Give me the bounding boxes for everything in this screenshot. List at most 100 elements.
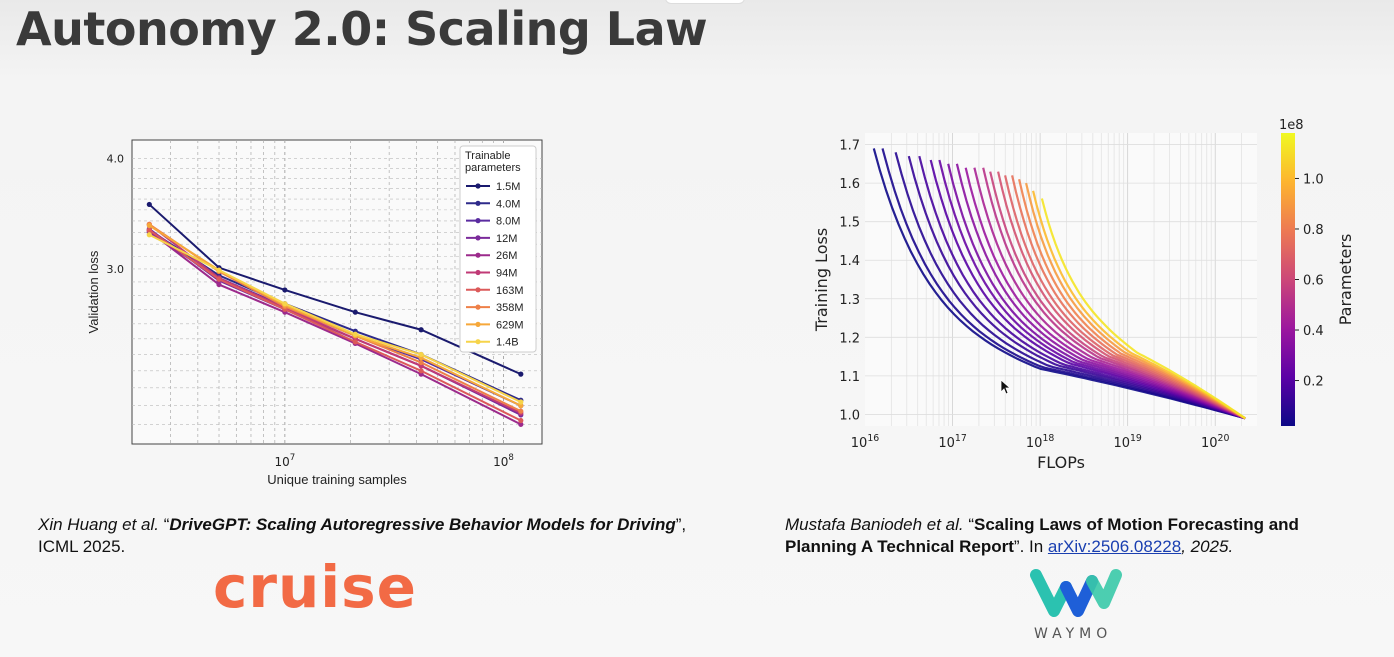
right-citation-year: , 2025. [1181,537,1234,556]
data-point [418,359,424,366]
data-point [418,351,424,358]
y-tick-label: 3.0 [107,263,125,276]
y-tick-label: 1.2 [839,331,860,346]
left-citation-title: DriveGPT: Scaling Autoregressive Behavio… [169,515,676,534]
legend-box [459,145,537,353]
cruise-scaling-chart: 107 108 3.0 4.0 Unique training samples Valid… [86,139,543,487]
data-point [352,339,358,345]
arxiv-link[interactable]: arXiv:2506.08228 [1047,537,1182,556]
legend-title: Trainable [465,150,510,162]
data-point [352,331,358,337]
x-tick-label: 1018 [1026,433,1054,451]
slide-title: Autonomy 2.0: Scaling Law [16,2,708,56]
data-point [518,421,524,427]
mouse-cursor-icon [1000,379,1012,395]
legend-marker [475,269,481,276]
legend-marker [475,235,481,241]
right-citation-authors: Mustafa Baniodeh et al. [785,515,964,534]
x-axis-label: FLOPs [1037,453,1085,472]
right-citation: Mustafa Baniodeh et al. “Scaling Laws of… [785,514,1355,558]
plot-area [865,133,1257,426]
x-tick-label: 1016 [851,433,879,451]
legend-label: 163M [496,285,524,297]
data-point [216,267,222,273]
cruise-logo: cruise [213,553,418,621]
y-tick-label: 1.6 [839,177,860,192]
series-line [148,229,522,422]
data-point [282,287,288,293]
colorbar-label: Parameters [1336,234,1355,326]
y-axis-label: Training Loss [812,228,831,332]
series-line [148,224,522,407]
waymo-scaling-chart: 1.0 1.1 1.2 1.3 1.4 1.5 1.6 1.7 1016 1017 1018 1019… [812,118,1355,472]
legend-label: 94M [496,268,517,280]
y-tick-label: 1.0 [839,408,860,423]
legend-label: 358M [496,302,524,314]
x-tick-label: 1019 [1113,433,1141,451]
data-point [146,227,152,233]
legend-label: 8.0M [496,216,520,228]
legend-marker [475,200,481,206]
y-tick-label: 1.3 [839,293,860,308]
y-axis-label: Validation loss [86,250,101,333]
legend-marker [475,304,481,310]
y-tick-label: 1.7 [839,139,860,154]
legend-label: 629M [496,319,524,331]
legend-label: 4.0M [496,198,520,210]
data-point [518,403,524,409]
right-citation-quote: “ [963,515,975,534]
data-point [216,276,222,282]
legend-marker [475,183,481,189]
series-line [148,223,522,414]
series-line [148,203,522,376]
x-tick-label: 1020 [1201,433,1229,451]
colorbar-tick-label: 0.6 [1303,274,1324,289]
series-line [148,230,522,426]
data-point [418,327,424,333]
data-point [518,408,524,414]
waymo-logo-text: WAYMO [1034,626,1113,642]
colorbar [1281,133,1295,426]
data-point [518,371,524,377]
data-point [146,232,152,238]
training-curve [1040,198,1246,420]
data-point [418,368,424,374]
x-tick-label: 1017 [938,433,966,451]
data-point [518,417,524,424]
legend-marker [475,339,481,345]
legend-label: 1.4B [496,337,519,349]
legend-label: 26M [496,250,517,262]
data-point [146,222,152,229]
colorbar-tick-label: 1.0 [1303,172,1324,187]
legend-title: parameters [465,162,521,174]
right-citation-in: ”. In [1013,537,1048,556]
data-point [352,309,358,315]
legend-label: 12M [496,233,517,245]
legend-label: 1.5M [496,181,520,193]
y-tick-label: 4.0 [107,153,125,166]
x-tick-label: 108 [493,453,514,469]
x-axis-label: Unique training samples [267,472,407,487]
legend-marker [475,218,481,224]
y-tick-label: 1.4 [839,254,860,269]
data-point [518,399,524,405]
colorbar-tick-label: 0.4 [1303,324,1324,339]
data-point [282,301,288,307]
series-line [148,233,522,403]
data-point [146,201,152,208]
data-point [216,281,222,288]
waymo-logo-mark [1030,569,1122,617]
legend-marker [475,321,481,327]
left-citation-venue: ”, ICML 2025. [38,515,687,556]
left-citation-quote: “ [158,515,170,534]
y-tick-label: 1.1 [839,370,860,385]
left-citation-authors: Xin Huang et al. [38,515,159,534]
legend-marker [475,287,481,293]
left-citation: Xin Huang et al. “DriveGPT: Scaling Auto… [38,514,718,558]
colorbar-tick-label: 0.2 [1303,375,1324,390]
y-tick-label: 1.5 [839,216,860,231]
colorbar-tick-label: 0.8 [1303,223,1324,238]
right-citation-title: Scaling Laws of Motion Forecasting and P… [785,515,1299,556]
x-tick-label: 107 [274,453,295,469]
colorbar-multiplier: 1e8 [1279,118,1304,133]
